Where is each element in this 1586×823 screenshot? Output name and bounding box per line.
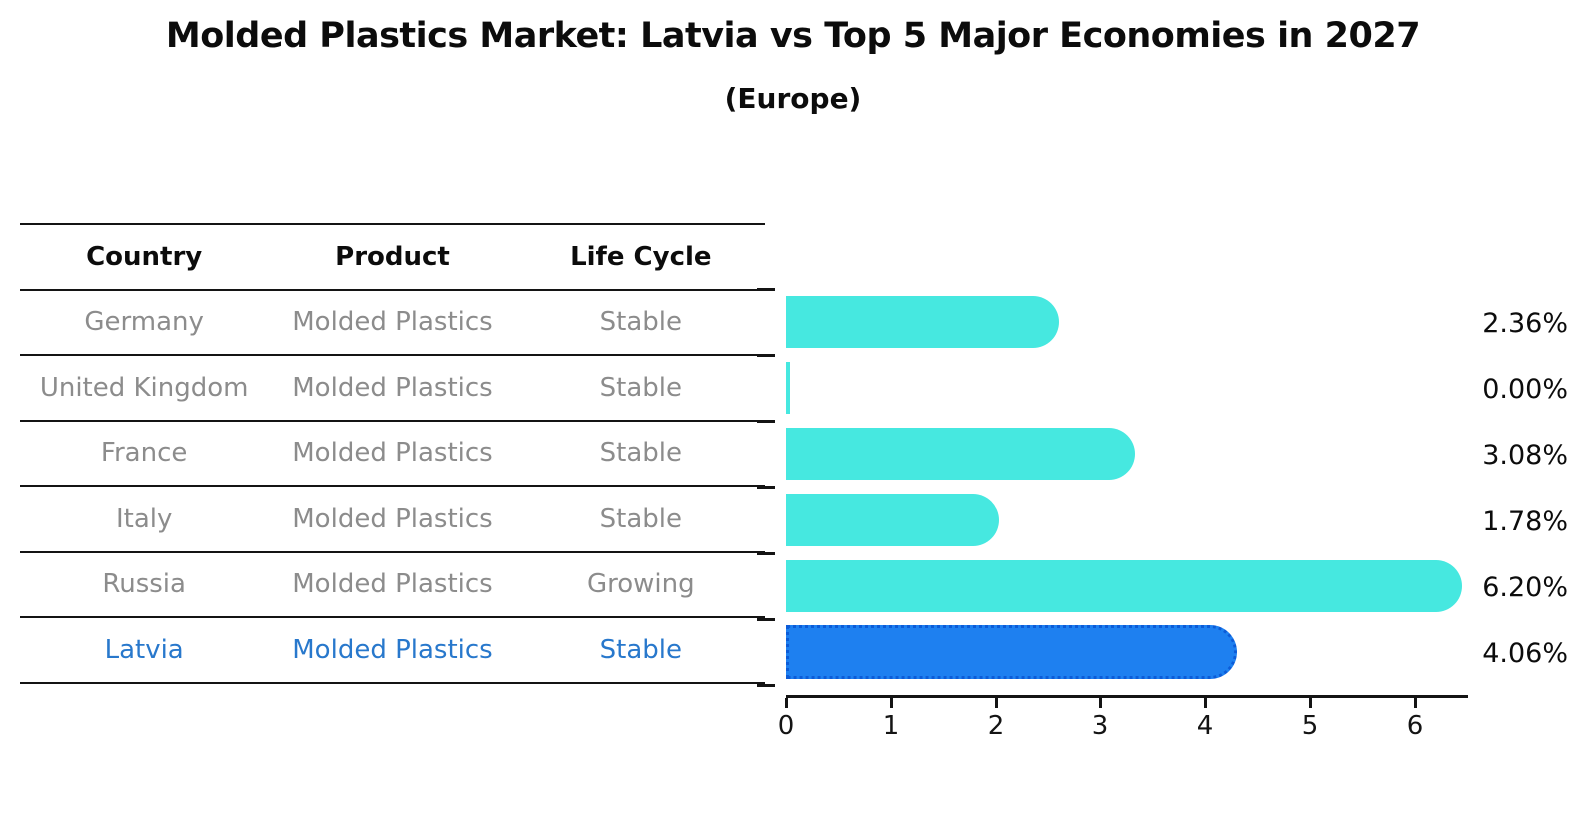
table-cell-life-cycle: Stable (599, 634, 682, 665)
table-cell-country: Latvia (104, 634, 184, 665)
x-axis-tick-label: 4 (1196, 711, 1214, 741)
table-cell-country: Russia (102, 569, 186, 600)
x-axis-tick-label: 1 (882, 711, 900, 741)
y-axis-tick (757, 618, 775, 621)
table-cell-product: Molded Plastics (292, 372, 493, 403)
table-row: Germany Molded Plastics Stable (20, 291, 765, 356)
x-axis-line (786, 695, 1468, 698)
bar-value-label: 1.78% (1482, 506, 1568, 537)
table-cell-life-cycle: Stable (599, 307, 682, 338)
table-cell-product: Molded Plastics (292, 634, 493, 665)
y-axis-tick (757, 486, 775, 489)
bar-value-label: 6.20% (1482, 572, 1568, 603)
table-cell-country: France (100, 438, 188, 469)
chart-subtitle: (Europe) (724, 82, 862, 115)
table-row: Italy Molded Plastics Stable (20, 487, 765, 553)
bar-russia (786, 560, 1462, 612)
table-cell-life-cycle: Stable (599, 438, 682, 469)
table-cell-product: Molded Plastics (292, 438, 493, 469)
x-axis-tick (1414, 698, 1417, 708)
table-cell-country: United Kingdom (39, 372, 249, 403)
table-row: France Molded Plastics Stable (20, 422, 765, 487)
x-axis-tick (1309, 698, 1312, 708)
table-cell-life-cycle: Growing (586, 569, 695, 600)
bar-united-kingdom (786, 362, 790, 414)
table-row: United Kingdom Molded Plastics Stable (20, 356, 765, 422)
table-cell-life-cycle: Stable (599, 372, 682, 403)
x-axis-tick-label: 3 (1091, 711, 1109, 741)
table-cell-country: Italy (115, 503, 173, 534)
bar-latvia (786, 625, 1237, 679)
table-cell-product: Molded Plastics (292, 503, 493, 534)
bar-france (786, 428, 1135, 480)
table-header-cell: Product (335, 241, 450, 272)
chart-title: Molded Plastics Market: Latvia vs Top 5 … (165, 16, 1421, 56)
table-cell-product: Molded Plastics (292, 307, 493, 338)
x-axis-tick (890, 698, 893, 708)
table-header-cell: Life Cycle (570, 241, 712, 272)
bar-value-label: 4.06% (1482, 638, 1568, 669)
x-axis-tick (1204, 698, 1207, 708)
x-axis-tick (1099, 698, 1102, 708)
y-axis-tick (757, 420, 775, 423)
x-axis-tick-label: 6 (1406, 711, 1424, 741)
x-axis-tick-label: 5 (1301, 711, 1319, 741)
bar-value-label: 0.00% (1482, 374, 1568, 405)
y-axis-tick (757, 354, 775, 357)
bar-germany (786, 296, 1059, 348)
bar-italy (786, 494, 999, 546)
table-header-cell: Country (86, 241, 203, 272)
table-row: Russia Molded Plastics Growing (20, 553, 765, 618)
table-cell-country: Germany (84, 307, 204, 338)
x-axis-tick-label: 0 (777, 711, 795, 741)
table-row: Latvia Molded Plastics Stable (20, 618, 765, 684)
bar-value-label: 3.08% (1482, 440, 1568, 471)
table-cell-product: Molded Plastics (292, 569, 493, 600)
comparison-table: Country Product Life Cycle Germany Molded Pl… (20, 223, 765, 684)
x-axis-tick-label: 2 (987, 711, 1005, 741)
x-axis-tick (785, 698, 788, 708)
bar-value-label: 2.36% (1482, 308, 1568, 339)
y-axis-tick (757, 684, 775, 687)
table-cell-life-cycle: Stable (599, 503, 682, 534)
x-axis-tick (995, 698, 998, 708)
y-axis-tick (757, 288, 775, 291)
table-header-row: Country Product Life Cycle (20, 225, 765, 291)
y-axis-tick (757, 552, 775, 555)
